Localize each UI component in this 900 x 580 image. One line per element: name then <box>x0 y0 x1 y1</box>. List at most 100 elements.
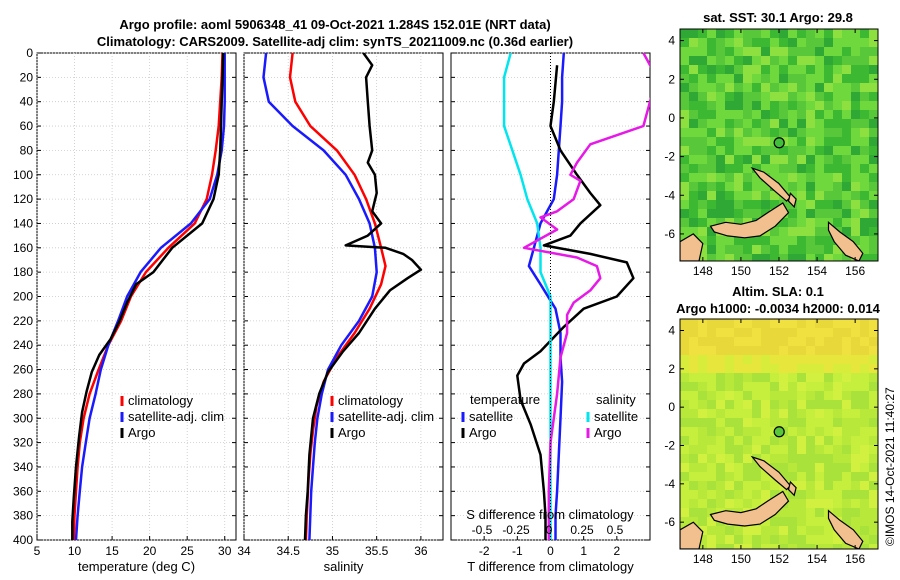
map-cell <box>743 155 752 164</box>
map-cell <box>716 173 725 182</box>
map-cell <box>788 535 797 544</box>
map-cell <box>680 364 689 373</box>
map-cell <box>734 337 743 346</box>
map-cell <box>851 517 860 526</box>
map-cell <box>716 346 725 355</box>
map-cell <box>752 92 761 101</box>
map-cell <box>815 508 824 517</box>
map-cell <box>824 454 833 463</box>
map-cell <box>851 209 860 218</box>
map-cell <box>797 373 806 382</box>
map-cell <box>842 92 851 101</box>
map-cell <box>779 155 788 164</box>
map-cell <box>788 517 797 526</box>
land-mass <box>787 480 797 497</box>
land-mass <box>787 192 797 209</box>
map-cell <box>779 146 788 155</box>
map-cell <box>788 400 797 409</box>
map-cell <box>842 209 851 218</box>
map-cell <box>869 445 878 454</box>
map-cell <box>860 508 869 517</box>
map-cell <box>707 436 716 445</box>
map-cell <box>779 236 788 245</box>
map-cell <box>779 173 788 182</box>
map-cell <box>725 137 734 146</box>
map-cell <box>716 526 725 535</box>
map-cell <box>725 209 734 218</box>
map-cell <box>725 454 734 463</box>
map-cell <box>707 454 716 463</box>
map-cell <box>761 454 770 463</box>
map-cell <box>689 400 698 409</box>
map-cell <box>851 38 860 47</box>
map-cell <box>824 92 833 101</box>
map-cell <box>770 74 779 83</box>
map-cell <box>788 101 797 110</box>
map-cell <box>797 319 806 328</box>
map-cell <box>725 119 734 128</box>
map-cell <box>788 254 797 261</box>
map-cell <box>869 155 878 164</box>
map-cell <box>806 373 815 382</box>
land-mass <box>709 490 790 527</box>
map-cell <box>833 200 842 209</box>
map-cell <box>689 146 698 155</box>
map-cell <box>824 146 833 155</box>
map-cell <box>725 200 734 209</box>
map-cell <box>761 328 770 337</box>
map-cell <box>842 346 851 355</box>
map-cell <box>824 182 833 191</box>
map-cell <box>797 454 806 463</box>
map-cell <box>824 445 833 454</box>
map-cell <box>689 164 698 173</box>
series-line-salinity-satellite <box>502 53 552 540</box>
map-cell <box>725 337 734 346</box>
map-cell <box>869 499 878 508</box>
map-cell <box>725 526 734 535</box>
map-cell <box>752 436 761 445</box>
map-cell <box>860 472 869 481</box>
map-cell <box>752 110 761 119</box>
map-cell <box>806 137 815 146</box>
x-tick-label: -2 <box>479 544 490 558</box>
map-cell <box>842 119 851 128</box>
map-cell <box>851 29 860 38</box>
map-cell <box>716 454 725 463</box>
map-cell <box>860 355 869 364</box>
sla-map: 148 150 152 154 156 4 2 0 -2 -4 -6 <box>664 318 879 566</box>
map-cell <box>743 355 752 364</box>
map-x-tick-label: 148 <box>693 264 713 278</box>
map-y-tick-label: 4 <box>668 34 675 48</box>
map-cell <box>851 454 860 463</box>
map-cell <box>869 56 878 65</box>
map-cell <box>734 418 743 427</box>
map-cell <box>815 517 824 526</box>
map-cell <box>842 490 851 499</box>
map-cell <box>698 472 707 481</box>
map-cell <box>833 110 842 119</box>
map-cell <box>824 481 833 490</box>
map-cell <box>707 526 716 535</box>
map-cell <box>824 173 833 182</box>
map-cell <box>824 74 833 83</box>
map-cell <box>860 391 869 400</box>
map-cell <box>833 328 842 337</box>
map-cell <box>770 544 779 549</box>
map-cell <box>815 346 824 355</box>
map-cell <box>707 445 716 454</box>
map-cell <box>761 445 770 454</box>
map-cell <box>860 319 869 328</box>
map-cell <box>770 454 779 463</box>
map-cell <box>788 74 797 83</box>
map-cell <box>842 382 851 391</box>
map-cell <box>716 128 725 137</box>
map-cell <box>734 65 743 74</box>
map-cell <box>734 173 743 182</box>
map-cell <box>860 83 869 92</box>
map-cell <box>689 218 698 227</box>
map-cell <box>869 391 878 400</box>
map-cell <box>689 155 698 164</box>
map-cell <box>833 499 842 508</box>
map-cell <box>779 364 788 373</box>
map-cell <box>725 373 734 382</box>
